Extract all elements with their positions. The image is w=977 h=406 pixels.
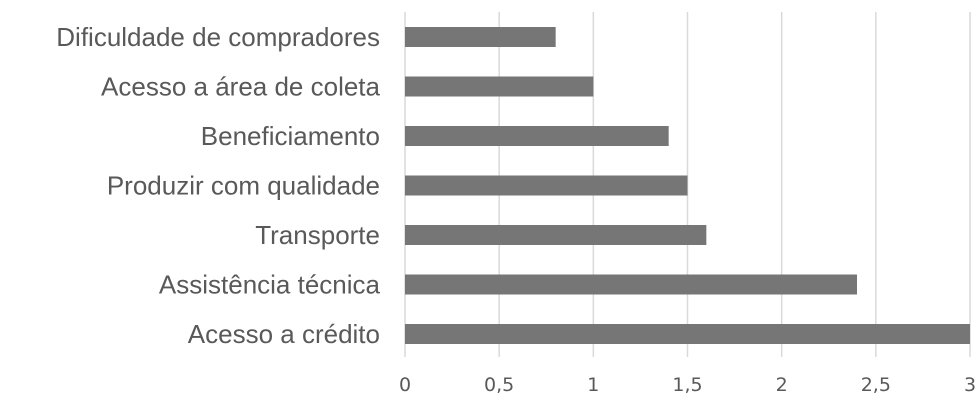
bar	[405, 175, 688, 196]
x-tick-labels: 0 0,5 1 1,5 2 2,5 3	[399, 374, 976, 396]
x-tick-label: 3	[964, 374, 976, 396]
x-tick-label: 2,5	[861, 374, 891, 396]
category-label: Acesso a crédito	[188, 319, 380, 349]
bar	[405, 225, 707, 245]
bars	[405, 27, 970, 344]
bar	[405, 324, 970, 344]
category-label: Assistência técnica	[159, 270, 381, 300]
bar	[405, 76, 594, 97]
bar	[405, 27, 556, 47]
x-tick-label: 1	[587, 374, 599, 396]
category-label: Transporte	[255, 220, 380, 250]
x-tick-label: 0,5	[484, 374, 514, 396]
x-tick-label: 2	[776, 374, 788, 396]
x-tick-label: 1,5	[672, 374, 702, 396]
category-label: Beneficiamento	[201, 121, 380, 151]
bar	[405, 126, 669, 146]
category-labels: Dificuldade de compradores Acesso a área …	[56, 22, 380, 349]
category-label: Dificuldade de compradores	[56, 22, 380, 52]
bar	[405, 274, 857, 295]
category-label: Produzir com qualidade	[107, 171, 380, 201]
x-tick-label: 0	[399, 374, 411, 396]
category-label: Acesso a área de coleta	[101, 72, 380, 102]
